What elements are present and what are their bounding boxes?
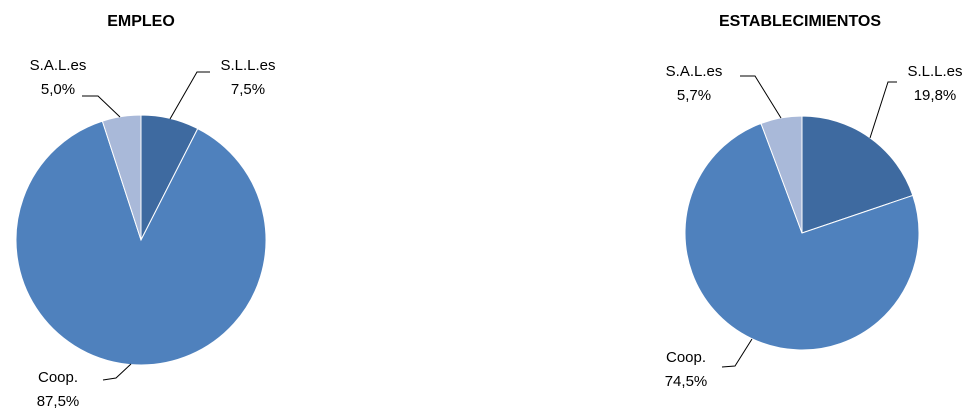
chart-title: EMPLEO (107, 13, 175, 30)
leader-line (869, 81, 897, 139)
leader-line (82, 95, 121, 118)
slice-value: 87,5% (37, 393, 80, 409)
slice-value: 5,0% (41, 81, 75, 98)
slice-label: S.L.L.es (220, 57, 275, 74)
slice-value: 19,8% (914, 87, 957, 104)
pie-slice (15, 120, 267, 366)
slice-label: Coop. (38, 369, 78, 386)
leader-line (102, 363, 132, 381)
slice-label: S.A.L.es (666, 63, 723, 80)
slice-value: 5,7% (677, 87, 711, 104)
leader-line (740, 75, 782, 119)
leader-line (169, 71, 210, 120)
slice-label: S.L.L.es (907, 63, 962, 80)
pie-slice (101, 114, 142, 241)
slice-value: 7,5% (231, 81, 265, 98)
leader-line (721, 338, 753, 368)
slice-label: Coop. (666, 349, 706, 366)
slice-label: S.A.L.es (30, 57, 87, 74)
slice-value: 74,5% (665, 373, 708, 390)
chart-title: ESTABLECIMIENTOS (719, 13, 881, 30)
pie-slice (760, 115, 803, 234)
pie-slice (684, 122, 920, 351)
